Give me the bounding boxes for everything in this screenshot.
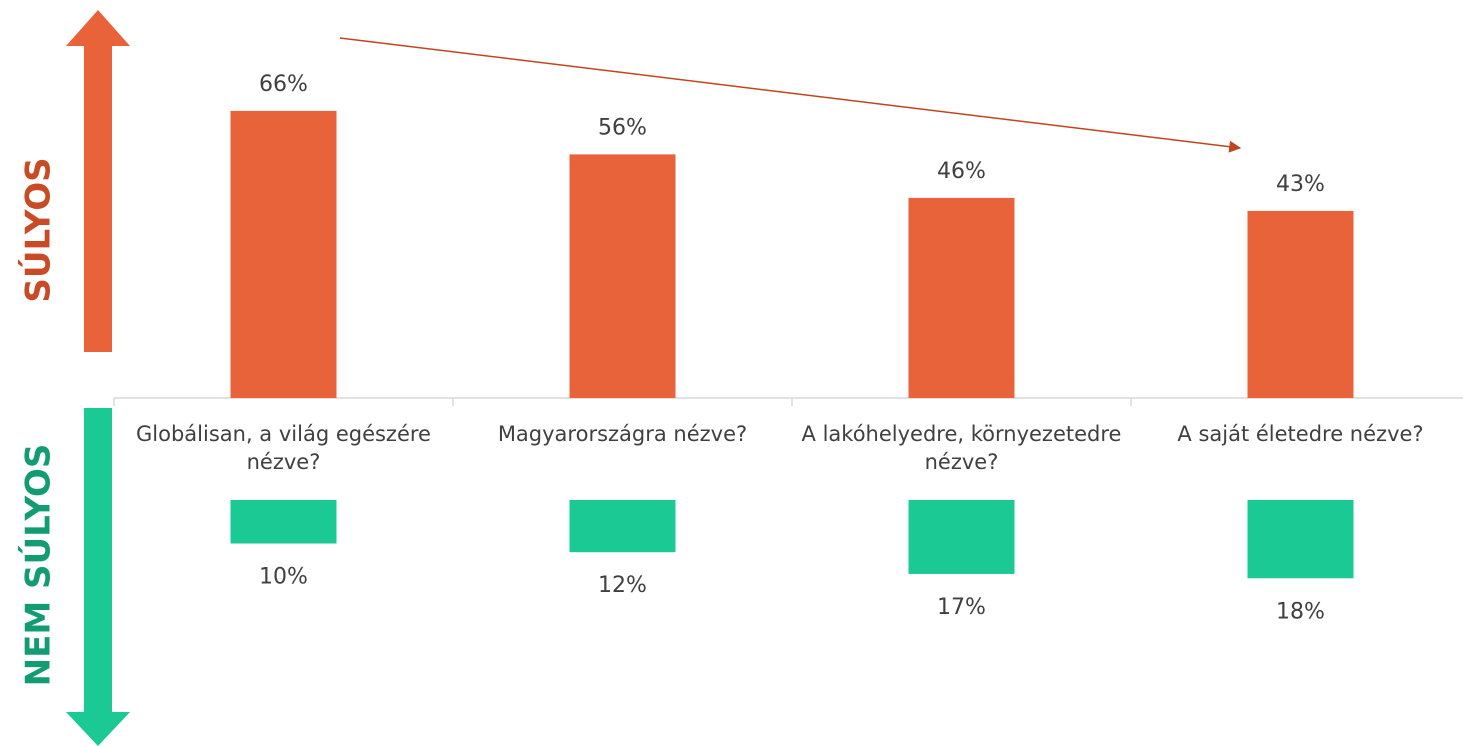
bar bbox=[1247, 500, 1354, 579]
bar bbox=[908, 197, 1015, 398]
series-label: NEM SÚLYOS bbox=[18, 444, 59, 687]
category-label: Globálisan, a világ egészére nézve? bbox=[136, 422, 431, 474]
category-label: Magyarországra nézve? bbox=[497, 422, 748, 446]
value-label: 17% bbox=[937, 595, 986, 620]
trend-arrow bbox=[339, 37, 1242, 153]
value-label: 56% bbox=[598, 115, 647, 140]
value-label: 43% bbox=[1276, 172, 1325, 197]
bar bbox=[908, 500, 1015, 574]
value-label: 10% bbox=[259, 565, 308, 590]
down-arrow bbox=[66, 408, 130, 746]
category-label: A lakóhelyedre, környezetedre nézve? bbox=[801, 422, 1122, 474]
series-label: SÚLYOS bbox=[18, 157, 59, 302]
bar bbox=[230, 110, 337, 399]
bar bbox=[569, 500, 676, 553]
bar bbox=[230, 500, 337, 544]
value-label: 46% bbox=[937, 159, 986, 184]
bar bbox=[569, 154, 676, 398]
value-label: 18% bbox=[1276, 599, 1325, 624]
category-label: A saját életedre nézve? bbox=[1177, 422, 1424, 446]
value-label: 12% bbox=[598, 573, 647, 598]
up-arrow bbox=[66, 10, 130, 352]
value-label: 66% bbox=[259, 72, 308, 97]
bar bbox=[1247, 210, 1354, 398]
